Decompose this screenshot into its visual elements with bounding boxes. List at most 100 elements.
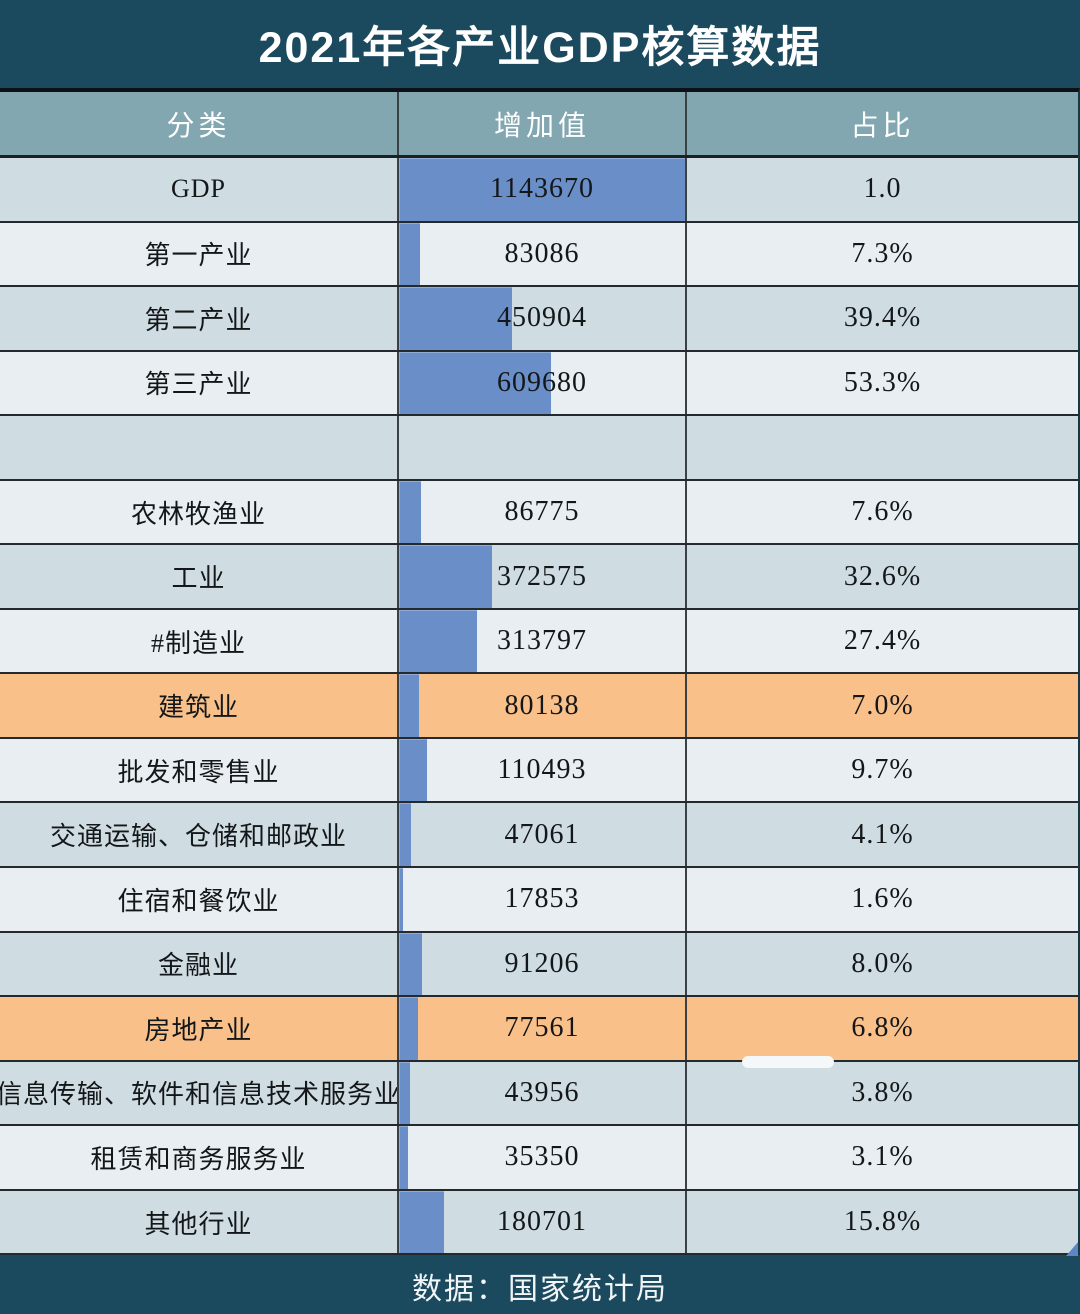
- share-label: 53.3%: [843, 366, 922, 398]
- category-cell: 第三产业: [0, 352, 397, 415]
- value-cell: 180701: [397, 1190, 687, 1254]
- table-row: 交通运输、仓储和邮政业 47061 4.1%: [0, 803, 1078, 869]
- category-label: 其他行业: [144, 1209, 253, 1239]
- share-label: 32.6%: [843, 560, 922, 592]
- share-cell: 32.6%: [687, 545, 1078, 608]
- data-source: 数据：国家统计局: [412, 1272, 668, 1306]
- category-label: 房地产业: [144, 1015, 253, 1045]
- table-row: 租赁和商务服务业 35350 3.1%: [0, 1126, 1078, 1191]
- value-bar: [399, 674, 420, 737]
- category-cell: #制造业: [0, 610, 397, 673]
- value-cell: 110493: [397, 738, 687, 802]
- category-label: 建筑业: [157, 693, 239, 723]
- category-label: 租赁和商务服务业: [90, 1144, 307, 1174]
- value-label: 43956: [504, 1076, 580, 1108]
- value-cell: 313797: [397, 609, 687, 673]
- category-label: 第一产业: [144, 241, 253, 271]
- category-label: 批发和零售业: [117, 757, 280, 787]
- share-cell: 7.0%: [687, 674, 1078, 737]
- share-cell: 53.3%: [687, 352, 1078, 415]
- share-cell: 1.6%: [687, 868, 1078, 931]
- table-row: 第二产业 450904 39.4%: [0, 287, 1078, 352]
- category-label: 住宿和餐饮业: [117, 886, 280, 916]
- category-cell: [0, 416, 397, 479]
- share-cell: 15.8%: [687, 1191, 1078, 1254]
- value-cell: 43956: [397, 1061, 687, 1125]
- table-row: #制造业 313797 27.4%: [0, 609, 1078, 675]
- gdp-table: 分类 增加值 占比 GDP 1143670 1.0 第一产业 83086 7.3% 第二产业…: [0, 88, 1080, 1256]
- share-cell: 7.3%: [687, 223, 1078, 286]
- table-row: 其他行业 180701 15.8%: [0, 1190, 1078, 1256]
- value-cell: 17853: [397, 868, 687, 931]
- value-label: 86775: [504, 496, 580, 527]
- value-bar: [399, 868, 404, 931]
- category-label: #制造业: [150, 628, 246, 658]
- value-cell: 83086: [397, 222, 687, 286]
- table-row: 金融业 91206 8.0%: [0, 932, 1078, 998]
- category-label: 第二产业: [144, 305, 253, 335]
- category-label: 农林牧渔业: [130, 499, 266, 529]
- value-bar: [399, 997, 419, 1060]
- category-cell: 金融业: [0, 933, 397, 996]
- share-cell: 9.7%: [687, 739, 1078, 802]
- value-label: 77561: [504, 1012, 580, 1044]
- value-cell: 372575: [397, 545, 687, 608]
- value-bar: [399, 1061, 410, 1125]
- value-bar: [399, 158, 685, 221]
- category-cell: 信息传输、软件和信息技术服务业: [0, 1062, 400, 1125]
- table-row: 信息传输、软件和信息技术服务业 43956 3.8%: [0, 1061, 1078, 1127]
- share-cell: 8.0%: [687, 933, 1078, 996]
- category-cell: 其他行业: [0, 1191, 397, 1254]
- column-header-share: 占比: [850, 110, 915, 142]
- category-cell: 建筑业: [0, 674, 397, 737]
- share-label: 9.7%: [851, 754, 914, 786]
- value-label: 450904: [497, 302, 587, 334]
- category-label: 交通运输、仓储和邮政业: [49, 822, 347, 852]
- category-cell: 租赁和商务服务业: [0, 1126, 397, 1189]
- category-cell: 第一产业: [0, 223, 397, 286]
- value-bar: [399, 545, 493, 608]
- share-cell: 27.4%: [687, 610, 1078, 673]
- value-label: 110493: [497, 754, 587, 786]
- table-row: 房地产业 77561 6.8%: [0, 997, 1078, 1062]
- value-label: 83086: [504, 237, 580, 269]
- share-cell: 1.0: [687, 158, 1078, 221]
- share-label: 7.3%: [851, 237, 914, 269]
- share-label: 6.8%: [851, 1012, 914, 1044]
- share-cell: 3.8%: [687, 1062, 1078, 1125]
- column-header-value: 增加值: [397, 92, 687, 155]
- value-cell: 450904: [397, 287, 687, 350]
- value-cell: 609680: [397, 351, 687, 415]
- value-bar: [399, 738, 427, 802]
- table-row: 批发和零售业 110493 9.7%: [0, 738, 1078, 804]
- category-cell: 房地产业: [0, 997, 397, 1060]
- share-label: 15.8%: [843, 1206, 922, 1238]
- share-cell: 4.1%: [687, 803, 1078, 866]
- value-bar: [399, 1190, 445, 1254]
- value-bar: [399, 287, 512, 350]
- share-label: 39.4%: [843, 302, 922, 334]
- table-header-row: 分类 增加值 占比: [0, 92, 1078, 158]
- value-bar: [399, 480, 421, 544]
- white-smudge-artifact: [742, 1056, 834, 1068]
- value-label: 609680: [497, 366, 587, 398]
- share-cell: 6.8%: [687, 997, 1078, 1060]
- category-cell: 工业: [0, 545, 397, 608]
- value-bar: [399, 932, 422, 996]
- value-label: 17853: [504, 883, 580, 915]
- category-cell: 农林牧渔业: [0, 481, 397, 544]
- share-cell: [687, 416, 1078, 479]
- value-bar: [399, 609, 478, 673]
- category-cell: GDP: [0, 158, 397, 221]
- value-cell: 1143670: [397, 158, 687, 221]
- table-row-spacer: [0, 416, 1078, 481]
- value-cell: 77561: [397, 997, 687, 1060]
- share-label: 27.4%: [843, 625, 922, 657]
- value-cell: 35350: [397, 1126, 687, 1189]
- share-label: 8.0%: [851, 947, 914, 979]
- value-cell: [397, 416, 687, 479]
- value-label: 47061: [504, 818, 580, 850]
- value-label: 80138: [504, 689, 580, 721]
- share-cell: 39.4%: [687, 287, 1078, 350]
